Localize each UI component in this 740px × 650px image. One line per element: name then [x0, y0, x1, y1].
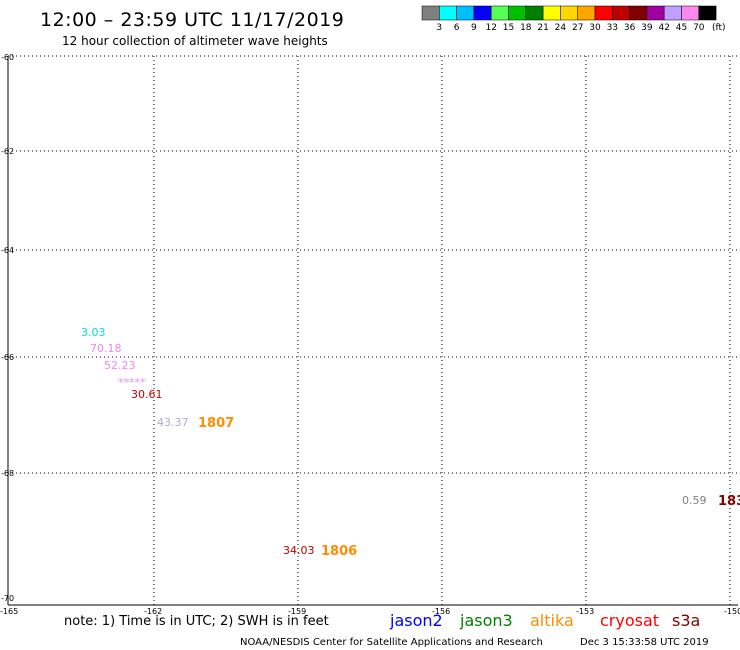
- scale-label: 42: [658, 23, 669, 33]
- scale-label: 18: [520, 23, 532, 33]
- wave-height-label: 52.23: [104, 359, 136, 372]
- color-scale: 3 6 9 12 15 18 21 24 27 30 33 36 39 42 45 70: [421, 5, 717, 33]
- pass-time-label: 1806: [321, 544, 357, 559]
- scale-label: 3: [436, 23, 442, 33]
- scale-swatch: [421, 5, 440, 21]
- scale-swatch: [646, 5, 665, 21]
- lat-label: -70: [1, 594, 14, 603]
- scale-label: 15: [503, 23, 514, 33]
- scale-swatch: [681, 5, 700, 21]
- timestamp: Dec 3 15:33:58 UTC 2019: [580, 637, 709, 648]
- pass-time-label: 183: [718, 494, 740, 509]
- scale-label: 39: [641, 23, 653, 33]
- scale-label: 27: [572, 23, 583, 33]
- wave-height-label: 0.59: [682, 494, 707, 507]
- footer-note: note: 1) Time is in UTC; 2) SWH is in fe…: [64, 614, 329, 629]
- scale-swatch: [490, 5, 509, 21]
- map-title: 12:00 – 23:59 UTC 11/17/2019: [40, 9, 344, 31]
- wave-height-label: 70.18: [90, 342, 122, 355]
- lat-label: -66: [1, 353, 14, 362]
- scale-swatch: [612, 5, 630, 21]
- wave-height-label: 43.37: [157, 416, 189, 429]
- scale-swatch: [594, 5, 613, 21]
- lat-label: -68: [1, 469, 14, 478]
- scale-swatch: [456, 5, 475, 21]
- scale-label: 9: [471, 23, 477, 33]
- scale-swatch: [508, 5, 527, 21]
- scale-label: 45: [676, 23, 687, 33]
- lat-label: -60: [1, 53, 14, 62]
- wave-height-label: 3.03: [81, 326, 106, 339]
- wave-height-label: *****: [118, 376, 146, 389]
- scale-label: 30: [589, 23, 601, 33]
- legend-s3a: s3a: [672, 611, 700, 630]
- scale-swatch: [629, 5, 648, 21]
- scale-swatch: [577, 5, 596, 21]
- wave-height-label: 30.61: [131, 388, 163, 401]
- scale-swatch: [542, 5, 561, 21]
- scale-swatch: [473, 5, 492, 21]
- lon-label: -159: [288, 607, 306, 616]
- map-subtitle: 12 hour collection of altimeter wave hei…: [62, 34, 328, 48]
- scale-label: 12: [485, 23, 496, 33]
- lon-label: -162: [144, 607, 162, 616]
- scale-swatch: [560, 5, 578, 21]
- legend-jason2: jason2: [389, 611, 443, 630]
- scale-label: 70: [693, 23, 705, 33]
- wave-height-label: 34.03: [283, 544, 315, 557]
- legend-altika: altika: [530, 611, 574, 630]
- legend-jason3: jason3: [459, 611, 513, 630]
- lon-label: -156: [432, 607, 450, 616]
- pass-time-label: 1807: [198, 416, 234, 431]
- scale-swatch: [663, 5, 682, 21]
- scale-label: 6: [454, 23, 460, 33]
- scale-label: 21: [537, 23, 548, 33]
- scale-swatch: [439, 5, 457, 21]
- scale-swatch: [525, 5, 544, 21]
- scale-swatch: [698, 5, 717, 21]
- scale-label: 33: [607, 23, 618, 33]
- map-grid: [7, 55, 738, 606]
- lon-label: -165: [0, 607, 18, 616]
- scale-label: 24: [555, 23, 567, 33]
- lon-label: -153: [576, 607, 594, 616]
- lat-label: -64: [1, 246, 14, 255]
- credit-line: NOAA/NESDIS Center for Satellite Applica…: [240, 637, 543, 648]
- scale-unit: (ft): [712, 23, 726, 33]
- legend-cryosat: cryosat: [600, 611, 659, 630]
- lat-label: -62: [1, 147, 14, 156]
- lon-label: -150: [724, 607, 740, 616]
- scale-label: 36: [624, 23, 636, 33]
